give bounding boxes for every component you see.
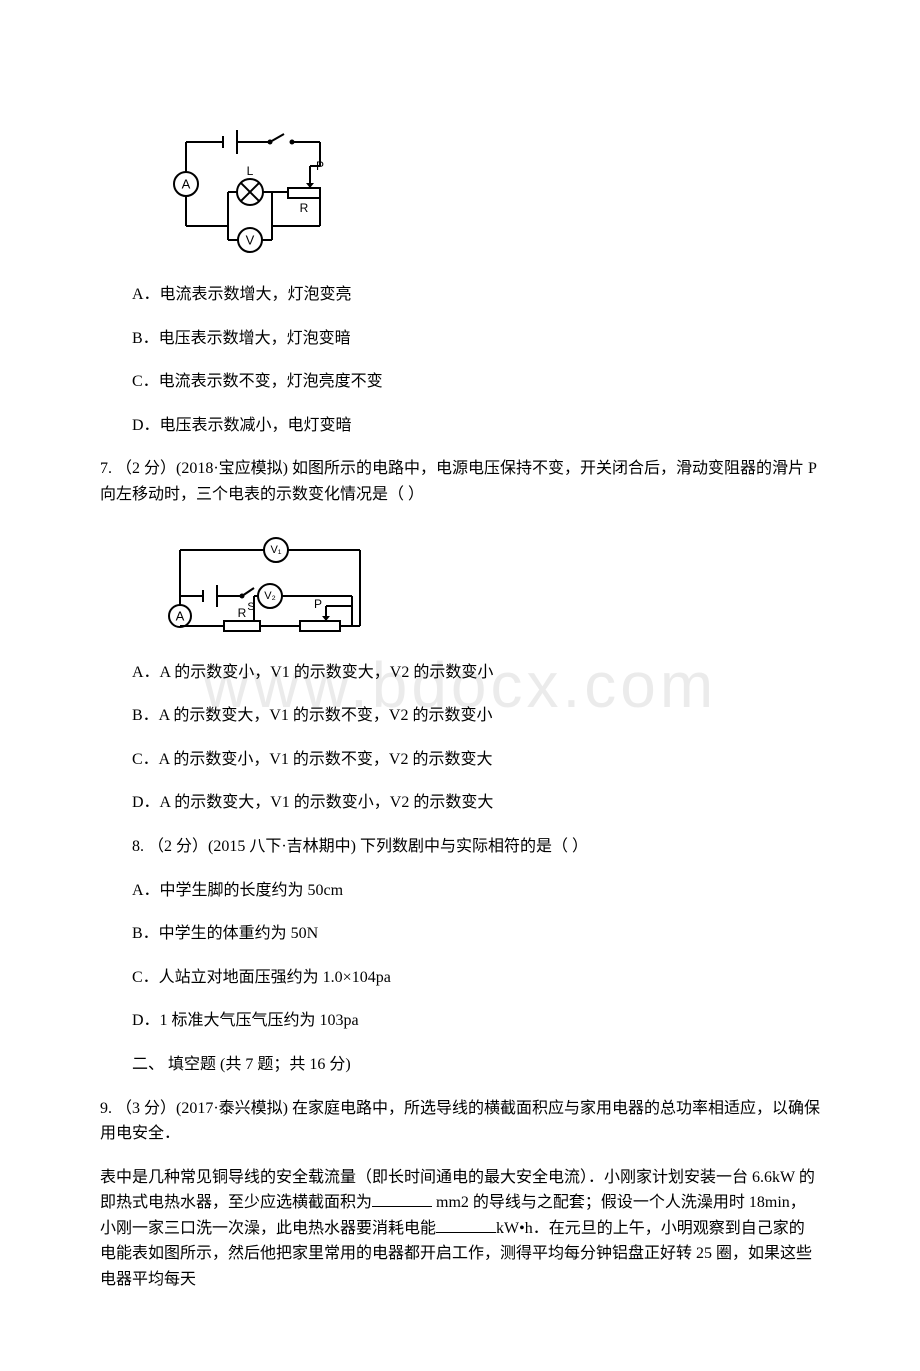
q8-option-d: D．1 标准大气压气压约为 103pa [100, 1008, 820, 1034]
q8-option-a: A．中学生脚的长度约为 50cm [100, 878, 820, 904]
figure-q7-circuit: V₁ASV₂RP [150, 526, 820, 646]
blank-area [372, 1190, 432, 1207]
q6-option-b: B．电压表示数增大，灯泡变暗 [100, 326, 820, 352]
q7-option-a: A．A 的示数变小，V1 的示数变大，V2 的示数变小 [100, 660, 820, 686]
q6-option-a: A．电流表示数增大，灯泡变亮 [100, 282, 820, 308]
q6-option-d: D．电压表示数减小，电灯变暗 [100, 413, 820, 439]
svg-text:P: P [316, 159, 324, 173]
q7-option-c: C．A 的示数变小，V1 的示数不变，V2 的示数变大 [100, 747, 820, 773]
section-2-heading: 二、 填空题 (共 7 题；共 16 分) [100, 1052, 820, 1078]
q6-option-c: C．电流表示数不变，灯泡亮度不变 [100, 369, 820, 395]
svg-text:A: A [176, 608, 185, 623]
svg-text:R: R [238, 606, 247, 620]
page: A L R P V A．电流表示数增大，灯泡变亮 B．电压表示数增大，灯泡变暗 C．电流… [0, 0, 920, 1371]
blank-energy [436, 1216, 496, 1233]
svg-text:V₁: V₁ [270, 544, 281, 556]
svg-text:R: R [300, 201, 309, 215]
svg-text:A: A [182, 177, 191, 192]
q9-stem: 9. （3 分）(2017·泰兴模拟) 在家庭电路中，所选导线的横截面积应与家用… [100, 1096, 820, 1147]
q8-option-c: C．人站立对地面压强约为 1.0×104pa [100, 965, 820, 991]
q9-paragraph-2: 表中是几种常见铜导线的安全载流量（即长时间通电的最大安全电流）．小刚家计划安装一… [100, 1165, 820, 1293]
q8-option-b: B．中学生的体重约为 50N [100, 921, 820, 947]
q7-option-d: D．A 的示数变大，V1 的示数变小，V2 的示数变大 [100, 790, 820, 816]
q7-option-b: B．A 的示数变大，V1 的示数不变，V2 的示数变小 [100, 703, 820, 729]
svg-text:P: P [314, 597, 322, 611]
q7-stem: 7. （2 分）(2018·宝应模拟) 如图所示的电路中，电源电压保持不变，开关… [100, 456, 820, 507]
svg-text:L: L [247, 164, 254, 178]
svg-text:V: V [246, 233, 255, 248]
q8-stem: 8. （2 分）(2015 八下·吉林期中) 下列数剧中与实际相符的是（ ） [100, 834, 820, 860]
svg-text:V₂: V₂ [264, 590, 276, 602]
figure-q6-circuit: A L R P V [150, 118, 820, 268]
